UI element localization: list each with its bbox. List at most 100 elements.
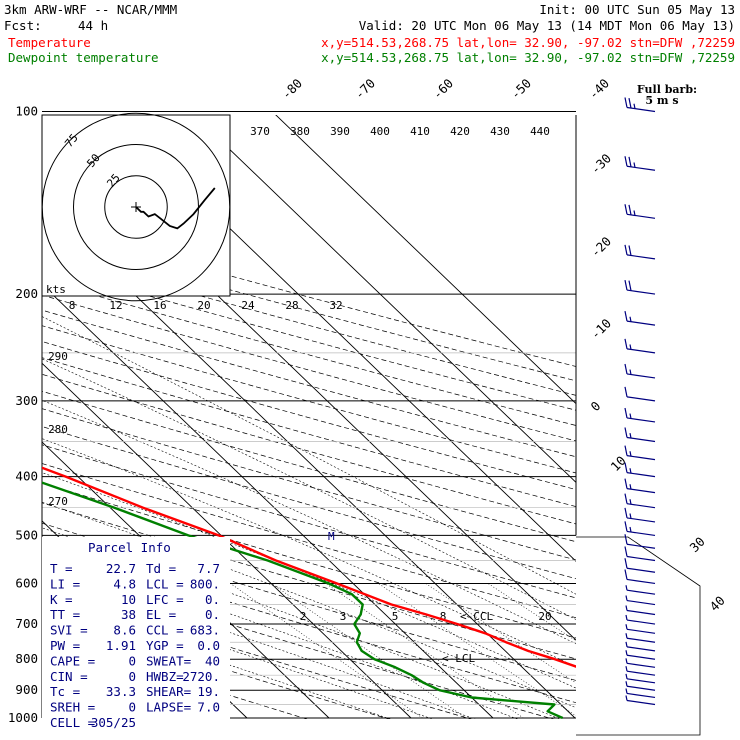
- wind-barb-staff: [626, 670, 656, 676]
- parcel-row-value: 2720.: [182, 669, 220, 684]
- wind-barb-staff: [626, 530, 656, 537]
- wind-barb: [625, 614, 656, 625]
- pressure-tick-label: 700: [15, 616, 38, 631]
- wind-barb-half-flag: [629, 413, 632, 419]
- wind-barb-staff: [626, 213, 656, 219]
- hodograph-unit: kts: [46, 283, 66, 296]
- parcel-row-label: SVI =: [50, 623, 88, 638]
- wind-barb-flag: [624, 478, 628, 489]
- wind-barb-staff: [626, 637, 656, 643]
- parcel-row-value: 800.: [190, 576, 220, 591]
- mixing-ratio-label: 8: [440, 610, 447, 623]
- mixing-annotation: M: [328, 530, 335, 543]
- mixing-ratio-label: 28: [285, 299, 298, 312]
- wind-barb-flag: [624, 445, 628, 456]
- wind-barb-staff: [626, 662, 656, 668]
- parcel-row-value: 38: [121, 607, 136, 622]
- wind-barb-staff: [626, 348, 656, 354]
- wind-barb-half-flag: [625, 595, 628, 601]
- dry-adiabat-line: [42, 250, 576, 396]
- parcel-row-label: PW =: [50, 638, 80, 653]
- wind-barb-staff: [626, 543, 656, 549]
- theta-e-label: 390: [330, 125, 350, 138]
- isotherm-line: [42, 362, 412, 719]
- wind-barb-staff: [626, 503, 656, 509]
- moist-adiabat-line: [42, 501, 576, 709]
- dry-adiabat-line: [42, 463, 576, 619]
- wind-barb: [625, 641, 656, 652]
- isotherm-label: -30: [588, 151, 615, 178]
- pressure-tick-label: 1000: [8, 710, 38, 725]
- parcel-row-value: 1.91: [106, 638, 136, 653]
- parcel-row-label: LI =: [50, 576, 80, 591]
- wind-barb-staff: [626, 254, 656, 260]
- wind-barb: [624, 462, 656, 478]
- parcel-row-label: EL =: [146, 607, 176, 622]
- wind-barb-staff: [626, 455, 656, 461]
- wind-barb-flag: [628, 204, 632, 216]
- wind-barb: [625, 681, 656, 691]
- mixing-ratio-label: 16: [153, 299, 166, 312]
- wind-barb-staff: [626, 106, 656, 113]
- isotherm-label: -40: [586, 76, 613, 103]
- hodograph-trace: [135, 187, 216, 230]
- wind-barb-staff: [626, 646, 656, 652]
- moist-adiabat-line: [42, 472, 576, 689]
- wind-barb-flag: [624, 156, 628, 167]
- pressure-tick-label: 800: [15, 651, 38, 666]
- legend-temperature-info: x,y=514.53,268.75 lat,lon= 32.90, -97.02…: [321, 35, 735, 50]
- isotherm-line: [275, 115, 576, 405]
- wind-barb: [624, 363, 656, 379]
- wind-barb-half-flag: [633, 210, 636, 216]
- dry-adiabat-line: [42, 279, 576, 426]
- theta-e-label: 400: [370, 125, 390, 138]
- wind-barb: [624, 478, 656, 494]
- wind-barb-staff: [626, 692, 656, 699]
- wind-barb: [624, 204, 656, 219]
- wind-barb-flag: [628, 245, 632, 256]
- wind-barb-half-flag: [625, 614, 628, 621]
- wind-barb-flag: [624, 407, 628, 419]
- wind-barb-staff: [626, 396, 656, 402]
- mixing-ratio-label: 24: [241, 299, 255, 312]
- wind-barb-flag: [624, 279, 628, 291]
- barb-legend-units: 5 m s: [645, 94, 678, 107]
- wind-barb: [624, 386, 656, 402]
- mixing-ratio-label: 3: [340, 610, 347, 623]
- wind-barb-half-flag: [625, 658, 628, 664]
- parcel-row-label: Tc =: [50, 684, 80, 699]
- wind-barb-half-flag: [625, 641, 628, 647]
- wind-barb-staff: [626, 699, 656, 706]
- parcel-row-label: TT =: [50, 607, 80, 622]
- wind-barb-half-flag: [629, 316, 632, 322]
- wind-barb-flag: [628, 97, 632, 109]
- temperature-profile: [42, 466, 576, 668]
- mixing-ratio-label: 32: [329, 299, 342, 312]
- theta-e-label: 420: [450, 125, 470, 138]
- pressure-tick-label: 600: [15, 575, 38, 590]
- wind-barb-staff: [626, 472, 656, 478]
- wind-barb-flag: [624, 507, 628, 519]
- wind-barb-flag: [624, 462, 628, 473]
- mixing-ratio-label: 2: [300, 610, 307, 623]
- ccl-annotation: <-CCL: [460, 610, 493, 623]
- moist-adiabat-line: [42, 358, 576, 620]
- parcel-row-value: 0.: [205, 592, 220, 607]
- wind-barb: [624, 279, 656, 295]
- mixing-ratio-label: 5: [392, 610, 399, 623]
- wind-barb: [625, 695, 656, 706]
- wind-barb-flag: [624, 546, 628, 557]
- isotherm-line: [42, 283, 494, 719]
- wind-barb-flag: [624, 244, 628, 256]
- wind-barb-flag: [628, 280, 632, 291]
- wind-barb-staff: [626, 488, 656, 494]
- parcel-row-label: Td =: [146, 561, 176, 576]
- pressure-tick-label: 300: [15, 393, 38, 408]
- wind-barb-flag: [624, 310, 628, 322]
- wind-barb-staff: [626, 555, 656, 562]
- wind-barb: [624, 310, 656, 326]
- parcel-row-value: 33.3: [106, 684, 136, 699]
- parcel-row-label: LFC =: [146, 592, 184, 607]
- barb-legend-title: Full barb:: [637, 83, 697, 96]
- theta-label: 290: [48, 350, 68, 363]
